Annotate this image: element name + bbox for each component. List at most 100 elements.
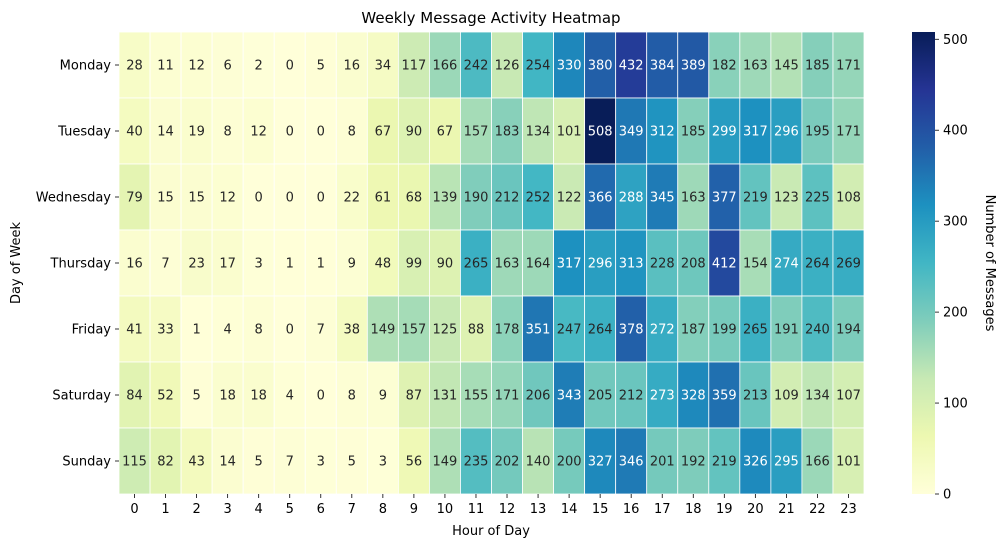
cell-value-label: 140 (526, 455, 551, 470)
x-tick-label: 6 (317, 502, 325, 517)
heatmap-cell (304, 361, 337, 429)
heatmap-cell (242, 97, 275, 165)
heatmap-cell (646, 361, 679, 429)
cell-value-label: 17 (219, 257, 236, 272)
cell-value-label: 87 (406, 389, 423, 404)
cell-value-label: 228 (650, 257, 675, 272)
cell-value-label: 9 (379, 389, 387, 404)
cell-value-label: 101 (557, 125, 582, 140)
cell-value-label: 240 (805, 323, 830, 338)
heatmap-cell (646, 427, 679, 495)
cell-value-label: 219 (712, 455, 737, 470)
x-tick-label: 21 (778, 502, 795, 517)
heatmap-cell (211, 295, 244, 363)
cell-value-label: 1 (317, 257, 325, 272)
x-tick-label: 4 (255, 502, 263, 517)
heatmap-cell (584, 427, 617, 495)
cell-value-label: 235 (464, 455, 489, 470)
heatmap-cell (553, 361, 586, 429)
cell-value-label: 328 (681, 389, 706, 404)
heatmap-cell (677, 229, 710, 297)
heatmap-cell (118, 427, 151, 495)
heatmap-cell (180, 31, 213, 99)
heatmap-cell (801, 97, 834, 165)
cell-value-label: 134 (526, 125, 551, 140)
cell-value-label: 1 (286, 257, 294, 272)
cell-value-label: 183 (495, 125, 520, 140)
heatmap-cell (180, 229, 213, 297)
heatmap-cell (832, 427, 865, 495)
cell-value-label: 67 (437, 125, 454, 140)
heatmap-cell (615, 31, 648, 99)
heatmap-cell (149, 361, 182, 429)
heatmap-cell (770, 295, 803, 363)
cell-value-label: 326 (743, 455, 768, 470)
cell-value-label: 264 (805, 257, 830, 272)
x-tick-label: 18 (685, 502, 702, 517)
cell-value-label: 274 (774, 257, 799, 272)
x-tick-label: 11 (468, 502, 485, 517)
heatmap-cell (491, 163, 523, 231)
heatmap-cell (832, 31, 865, 99)
cell-value-label: 247 (557, 323, 582, 338)
cell-value-label: 264 (588, 323, 613, 338)
heatmap-cell (708, 295, 741, 363)
x-tick-label: 1 (161, 502, 169, 517)
cell-value-label: 82 (157, 455, 174, 470)
cell-value-label: 242 (464, 59, 489, 74)
heatmap-cell (211, 427, 244, 495)
heatmap-cell (832, 163, 865, 231)
cell-value-label: 378 (619, 323, 644, 338)
cell-value-label: 0 (317, 191, 325, 206)
heatmap-cell (584, 163, 617, 231)
y-tick-label: Saturday (52, 389, 111, 404)
heatmap-cell (149, 31, 182, 99)
colorbar-label: Number of Messages (982, 195, 997, 332)
heatmap-cell (273, 361, 306, 429)
heatmap-cell (646, 163, 679, 231)
cell-value-label: 15 (157, 191, 174, 206)
cell-value-label: 12 (188, 59, 205, 74)
heatmap-cell (460, 295, 492, 363)
cell-value-label: 22 (344, 191, 361, 206)
colorbar-ticks: 0 100 200 300 400 500 (935, 33, 968, 503)
cell-value-label: 56 (406, 455, 423, 470)
heatmap-cell (366, 361, 399, 429)
heatmap-cell (460, 31, 492, 99)
heatmap-cell (180, 361, 213, 429)
cell-value-label: 19 (188, 125, 205, 140)
cell-value-label: 157 (401, 323, 426, 338)
heatmap-cell (273, 163, 306, 231)
cell-value-label: 5 (348, 455, 356, 470)
cell-value-label: 0 (286, 59, 294, 74)
heatmap-cell (397, 229, 430, 297)
heatmap-cell (677, 295, 710, 363)
cell-value-label: 101 (836, 455, 861, 470)
cell-value-label: 6 (224, 59, 232, 74)
cell-value-label: 208 (681, 257, 706, 272)
heatmap-cell (211, 361, 244, 429)
x-tick-label: 7 (348, 502, 356, 517)
cell-value-label: 317 (743, 125, 768, 140)
x-axis-label: Hour of Day (452, 524, 530, 539)
cell-value-label: 0 (286, 191, 294, 206)
cell-value-label: 149 (370, 323, 395, 338)
cell-value-label: 252 (526, 191, 551, 206)
colorbar-tick-label: 500 (943, 33, 968, 48)
heatmap-cell (522, 295, 554, 363)
heatmap-cell (429, 229, 461, 297)
cell-value-label: 163 (495, 257, 520, 272)
cell-value-label: 99 (406, 257, 423, 272)
x-tick-label: 3 (224, 502, 232, 517)
cell-value-label: 359 (712, 389, 737, 404)
cell-value-label: 187 (681, 323, 706, 338)
x-tick-label: 20 (747, 502, 764, 517)
heatmap-cell (118, 31, 151, 99)
colorbar (912, 32, 935, 494)
cell-value-label: 351 (526, 323, 551, 338)
cell-value-label: 139 (433, 191, 458, 206)
cell-value-label: 8 (255, 323, 263, 338)
cell-value-label: 327 (588, 455, 613, 470)
x-tick-label: 22 (809, 502, 826, 517)
heatmap-cell (677, 361, 710, 429)
